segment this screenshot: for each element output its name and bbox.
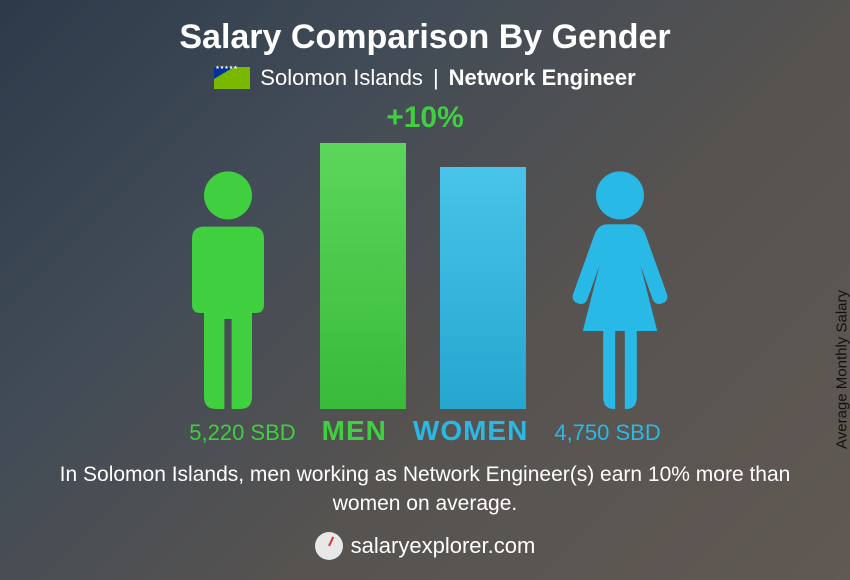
men-bar — [320, 143, 406, 409]
women-bar — [440, 167, 526, 409]
labels-row: 5,220 SBD MEN WOMEN 4,750 SBD — [40, 415, 810, 447]
page-title: Salary Comparison By Gender — [179, 18, 670, 57]
women-salary-label: 4,750 SBD — [554, 420, 660, 446]
male-figure-icon — [168, 169, 288, 409]
flag-icon — [214, 67, 250, 89]
y-axis-label: Average Monthly Salary — [834, 290, 850, 449]
subtitle-row: Solomon Islands | Network Engineer — [214, 65, 635, 91]
female-figure-icon — [560, 169, 680, 409]
job-title-label: Network Engineer — [449, 65, 636, 91]
men-salary-label: 5,220 SBD — [189, 420, 295, 446]
chart-area: +10% 5,220 SBD MEN — [40, 101, 810, 455]
location-label: Solomon Islands — [260, 65, 423, 91]
summary-text: In Solomon Islands, men working as Netwo… — [55, 461, 795, 518]
difference-label: +10% — [386, 101, 464, 135]
gauge-icon — [315, 532, 343, 560]
content-wrapper: Salary Comparison By Gender Solomon Isla… — [0, 0, 850, 580]
footer-text: salaryexplorer.com — [351, 533, 536, 559]
men-gender-label: MEN — [322, 415, 387, 447]
footer: salaryexplorer.com — [315, 532, 536, 560]
women-gender-label: WOMEN — [413, 415, 528, 447]
separator: | — [433, 65, 439, 91]
